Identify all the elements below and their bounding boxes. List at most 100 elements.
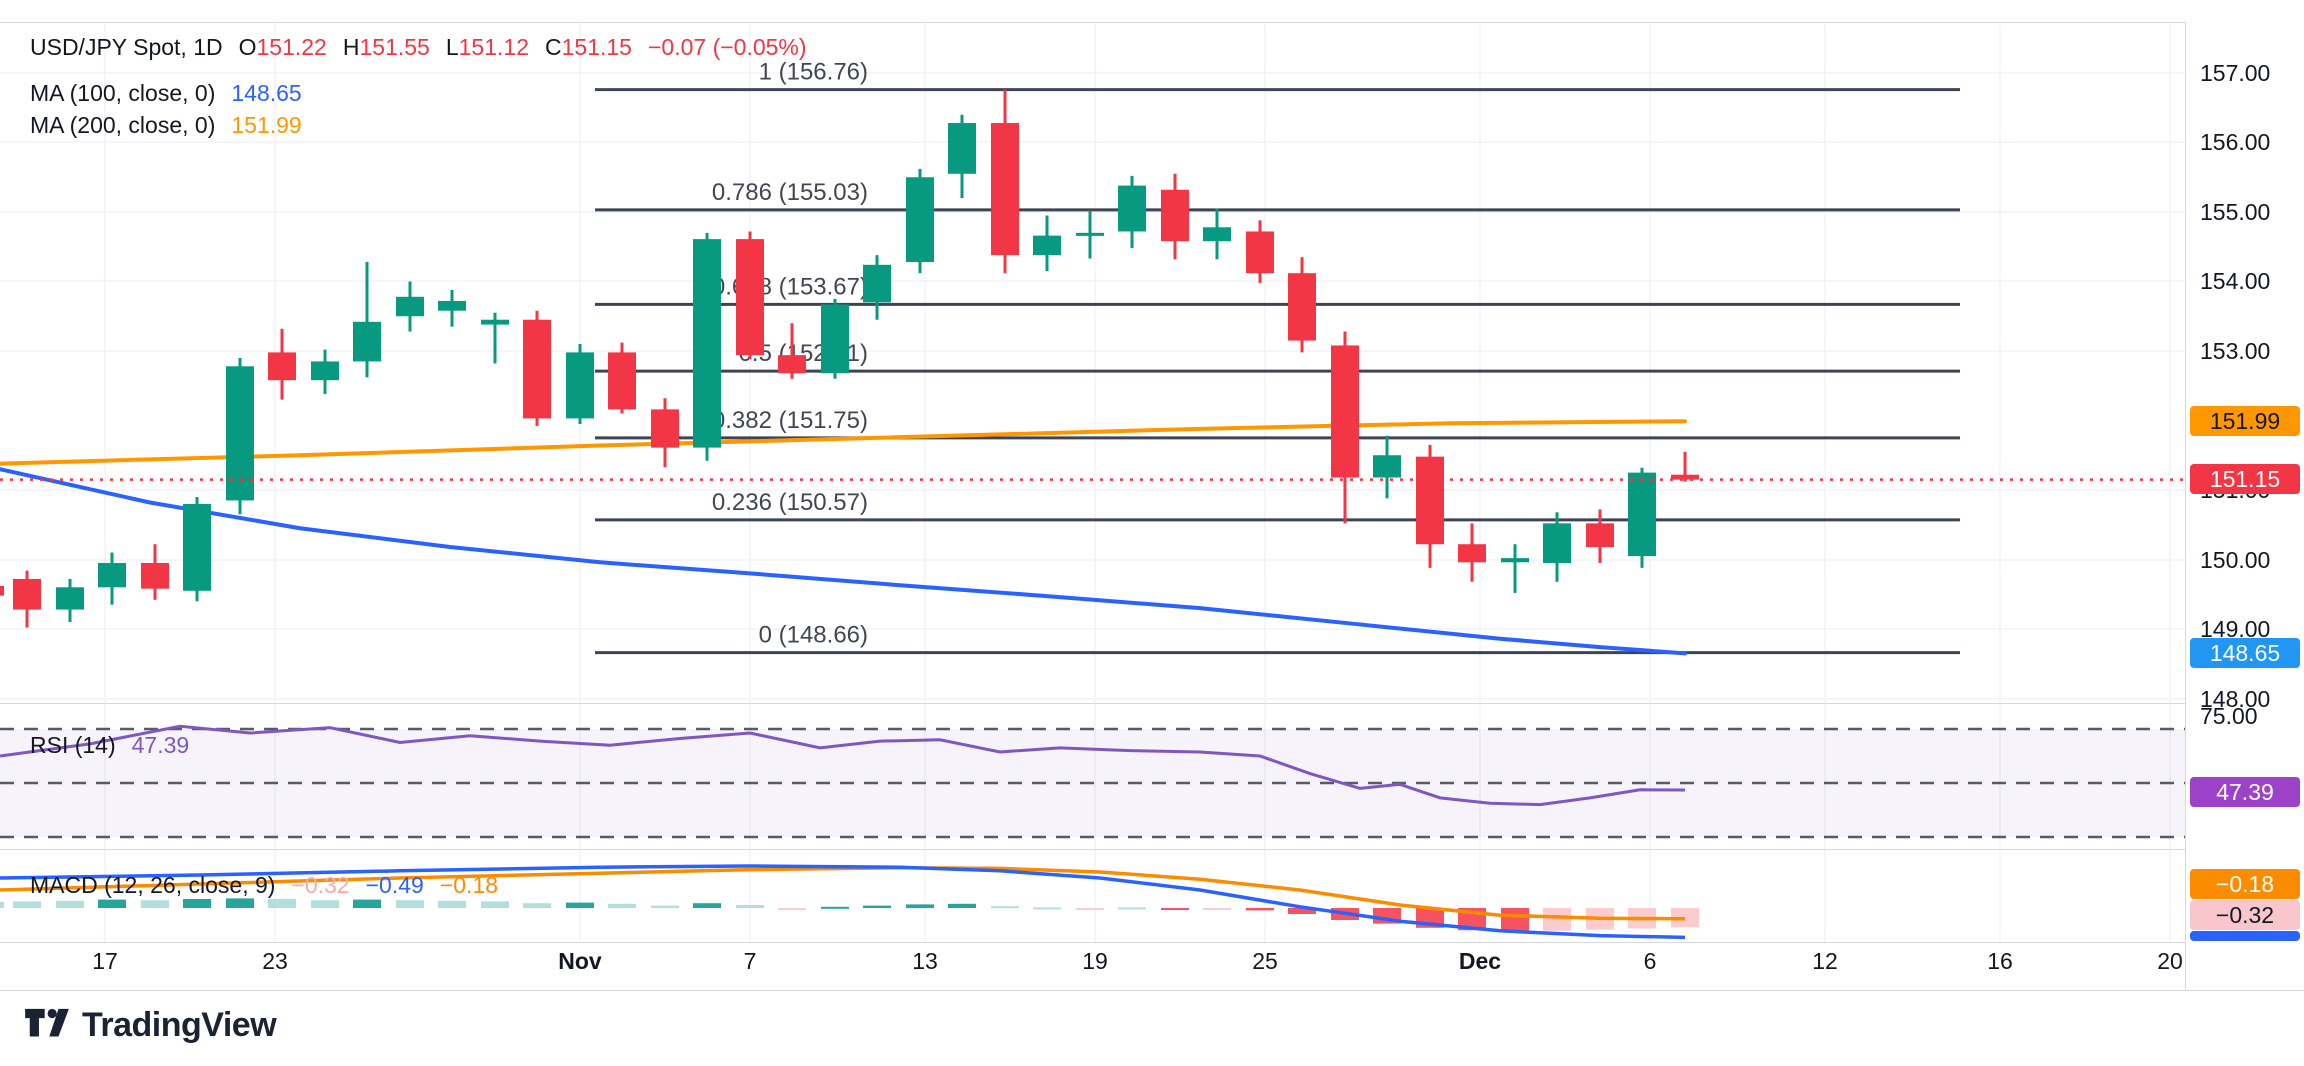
ohlc-close: C 151.15 <box>545 34 632 60</box>
candle-body <box>183 503 211 591</box>
rsi-value: 47.39 <box>131 732 190 758</box>
time-label: 17 <box>92 948 118 974</box>
price-tick: 150.00 <box>2200 547 2271 573</box>
time-label: 6 <box>1643 948 1657 974</box>
candle-body <box>98 562 126 588</box>
price-tick: 149.00 <box>2200 616 2271 642</box>
macd-histogram-bar <box>736 905 764 908</box>
ma100-legend-row[interactable]: MA (100, close, 0) 148.65 <box>30 80 302 107</box>
candle-body <box>821 304 849 374</box>
macd-histogram-bar <box>353 899 381 908</box>
tradingview-logo-icon <box>25 1008 69 1037</box>
macd-histogram-bar <box>1288 908 1316 914</box>
candle-body <box>1161 189 1189 242</box>
price-axis[interactable]: 157.00156.00155.00154.00153.00151.00150.… <box>2185 22 2304 990</box>
price-tick: 148.00 <box>2200 686 2271 712</box>
candle-body <box>1203 227 1231 242</box>
rsi-line <box>0 724 1686 807</box>
time-label: 25 <box>1252 948 1278 974</box>
symbol-legend-row[interactable]: USD/JPY Spot, 1D O 151.22 H 151.55 L 151.12… <box>30 34 807 61</box>
ohlc-high: H 151.55 <box>342 34 430 60</box>
macd-histogram-bar <box>1543 908 1571 931</box>
macd-histogram-bar <box>651 905 679 908</box>
pane-separator-rsi[interactable] <box>0 703 2304 704</box>
candle-body <box>651 409 679 448</box>
macd-histogram-bar <box>693 903 721 908</box>
price-tick: 155.00 <box>2200 199 2271 225</box>
time-label: 12 <box>1812 948 1838 974</box>
macd-hist-value: −0.32 <box>291 872 350 898</box>
macd-histogram-bar <box>821 906 849 909</box>
time-label: 23 <box>262 948 288 974</box>
candle-body <box>1373 455 1401 478</box>
fib-label: 0 (148.66) <box>759 622 868 649</box>
macd-histogram-bar <box>1203 908 1231 910</box>
macd-histogram-bar <box>566 902 594 908</box>
candle-body <box>948 123 976 174</box>
rsi-legend-row[interactable]: RSI (14) 47.39 <box>30 732 189 759</box>
macd-line <box>0 864 1686 940</box>
ma200-value: 151.99 <box>231 112 302 138</box>
time-label: 20 <box>2157 948 2183 974</box>
macd-histogram-bar <box>481 901 509 908</box>
chart-canvas[interactable]: 1 (156.76) 0.786 (155.03) 0.618 (153.67) 0.… <box>0 0 2185 990</box>
macd-histogram-bar <box>1076 908 1104 910</box>
candle-body <box>13 578 41 610</box>
ma200-badge: 151.99 <box>2190 406 2300 436</box>
macd-histogram-bar <box>1033 907 1061 910</box>
time-label: Nov <box>558 948 602 974</box>
macd-histogram-bar <box>438 900 466 908</box>
last-price-badge: 151.15 <box>2190 464 2300 494</box>
candle-body <box>1671 474 1699 480</box>
candle-body <box>566 352 594 419</box>
candle-body <box>141 562 169 589</box>
ma200-legend-row[interactable]: MA (200, close, 0) 151.99 <box>30 112 302 139</box>
candle-body <box>1458 544 1486 563</box>
candle-body <box>1586 523 1614 547</box>
time-label: 16 <box>1987 948 2013 974</box>
macd-histogram-bar <box>1118 907 1146 910</box>
candle-body <box>481 319 509 325</box>
macd-histogram-bar <box>311 900 339 908</box>
candle-body <box>1076 232 1104 236</box>
macd-histogram-bar <box>183 899 211 908</box>
candle-body <box>523 319 551 419</box>
pane-separator-macd[interactable] <box>0 849 2304 850</box>
macd-line-badge: −0.49 <box>2190 931 2300 941</box>
candle-body <box>1118 185 1146 232</box>
price-tick: 153.00 <box>2200 338 2271 364</box>
candle-body <box>1416 456 1444 545</box>
macd-signal-badge: −0.18 <box>2190 869 2300 899</box>
macd-line-value: −0.49 <box>365 872 424 898</box>
price-tick: 75.00 <box>2200 703 2258 729</box>
macd-histogram-bar <box>268 899 296 908</box>
time-label: Dec <box>1458 948 1502 974</box>
macd-histogram-bar <box>608 903 636 908</box>
macd-signal-line <box>0 866 1686 921</box>
time-label: 13 <box>912 948 938 974</box>
candle-body <box>991 123 1019 256</box>
macd-histogram-bar <box>0 902 4 908</box>
candle-body <box>311 361 339 381</box>
candle-body <box>608 352 636 410</box>
rsi-label: RSI (14) <box>30 732 116 758</box>
macd-histogram-bar <box>523 903 551 908</box>
candle-body <box>693 239 721 448</box>
macd-label: MACD (12, 26, close, 9) <box>30 872 276 898</box>
candle-body <box>778 355 806 374</box>
macd-histogram-bar <box>56 900 84 908</box>
ohlc-open: O 151.22 <box>238 34 327 60</box>
ma200-label: MA (200, close, 0) <box>30 112 216 138</box>
ohlc-low: L 151.12 <box>445 34 529 60</box>
price-tick: 154.00 <box>2200 268 2271 294</box>
candle-body <box>268 352 296 381</box>
macd-histogram-bar <box>226 898 254 908</box>
candle-body <box>438 300 466 311</box>
fib-label: 0.618 (153.67) <box>712 273 868 300</box>
symbol-title: USD/JPY Spot, 1D <box>30 34 223 60</box>
ma100-line <box>0 467 1687 656</box>
tradingview-logo[interactable]: TradingView <box>24 1004 277 1046</box>
macd-legend-row[interactable]: MACD (12, 26, close, 9) −0.32 −0.49 −0.1… <box>30 872 498 899</box>
macd-signal-value: −0.18 <box>439 872 499 898</box>
